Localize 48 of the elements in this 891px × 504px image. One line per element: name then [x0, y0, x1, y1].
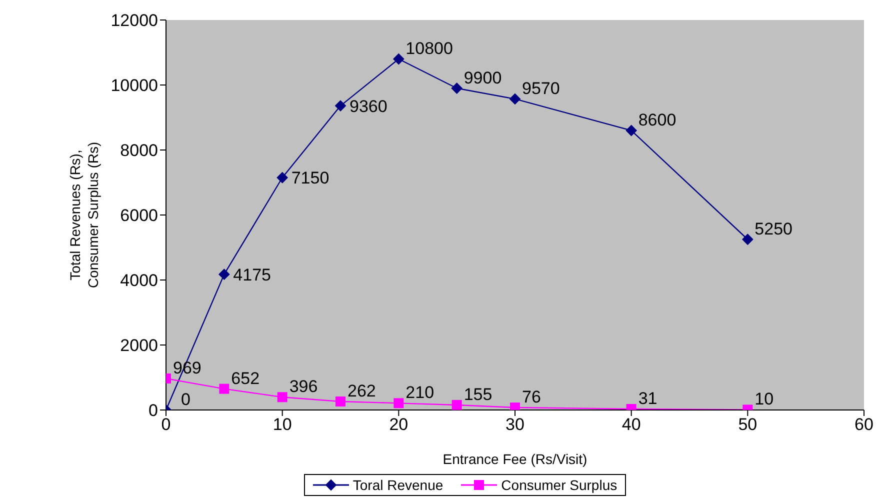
data-label: 10: [754, 390, 774, 409]
data-label: 9900: [464, 68, 502, 88]
point: [277, 392, 288, 402]
x-axis-title: Entrance Fee (Rs/Visit): [442, 451, 588, 467]
legend-label: Toral Revenue: [352, 477, 444, 493]
data-label: 31: [638, 388, 658, 408]
data-label: 4175: [233, 265, 271, 284]
data-label: 652: [231, 368, 260, 388]
x-tick-label: 40: [622, 415, 641, 434]
data-label: 7150: [291, 168, 330, 188]
data-label: 0: [181, 390, 190, 409]
x-tick-label: 30: [506, 415, 524, 434]
y-tick-label: 12000: [110, 11, 158, 30]
point: [451, 82, 462, 94]
x-tick-label: 10: [272, 415, 292, 434]
point: [452, 400, 462, 410]
data-label: 155: [464, 384, 492, 404]
data-label: 76: [522, 388, 541, 407]
data-label: 10800: [406, 39, 453, 58]
y-tick-label: 6000: [120, 206, 158, 226]
data-label: 5250: [754, 219, 792, 238]
point: [510, 93, 520, 104]
data-label: 210: [406, 383, 434, 402]
data-label: 9570: [522, 78, 560, 98]
point: [626, 125, 637, 136]
y-tick-label: 8000: [120, 141, 158, 160]
point: [336, 396, 346, 406]
y-tick-label: 4000: [120, 271, 158, 290]
data-label: 262: [348, 381, 376, 400]
point: [393, 54, 404, 64]
point: [276, 172, 288, 184]
x-tick-label: 20: [389, 415, 408, 434]
point: [742, 234, 754, 245]
x-tick-label: 0: [161, 415, 171, 434]
y-axis-title: Total Revenues (Rs), Consumer Surplus (Rs): [67, 142, 101, 288]
point: [218, 268, 230, 280]
x-tick-label: 60: [854, 415, 874, 434]
x-tick-label: 50: [738, 415, 758, 434]
y-tick-label: 10000: [110, 76, 158, 96]
y-tick-label: 2000: [120, 336, 158, 356]
data-label: 396: [289, 377, 318, 396]
point: [394, 398, 404, 408]
y-tick-label: 0: [148, 401, 158, 420]
point: [335, 100, 346, 112]
point: [219, 384, 230, 394]
legend-label: Consumer Surplus: [501, 477, 618, 493]
data-label: 9360: [350, 96, 388, 116]
data-label: 8600: [638, 110, 676, 130]
